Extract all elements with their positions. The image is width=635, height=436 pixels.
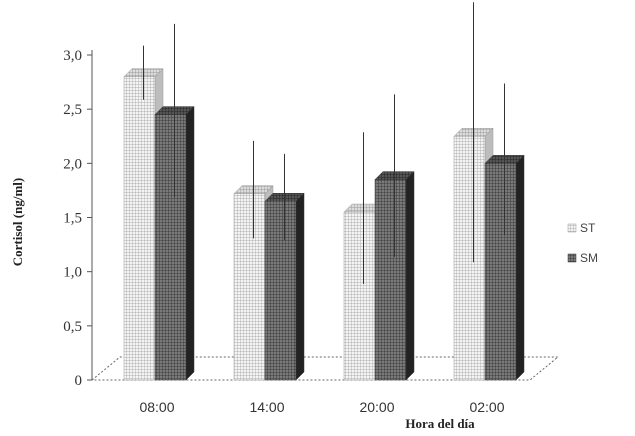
y-tick-label: 1,0 — [63, 265, 82, 281]
legend-swatch-sm — [567, 253, 577, 263]
legend-label-sm: SM — [580, 251, 598, 265]
bar-front — [343, 211, 376, 381]
x-tick-group: 08:00 14:00 20:00 02:00 — [139, 399, 504, 415]
bar-side — [405, 170, 415, 381]
bar-side — [515, 154, 525, 381]
y-tick-label: 2,5 — [63, 102, 82, 118]
y-tick-label: 3,0 — [63, 48, 82, 64]
bar-side — [185, 105, 195, 381]
y-tick-label: 0 — [75, 373, 83, 389]
y-tick-label: 0,5 — [63, 319, 82, 335]
legend: ST SM — [567, 221, 598, 265]
bar-sm-0800 — [154, 105, 195, 381]
x-tick-label: 08:00 — [139, 399, 174, 415]
bar-group — [123, 68, 525, 381]
bar-front — [233, 193, 266, 381]
x-tick-label: 02:00 — [469, 399, 504, 415]
y-tick-label: 1,5 — [63, 211, 82, 227]
bar-sm-2000 — [374, 170, 415, 381]
y-tick-label: 2,0 — [63, 156, 82, 172]
bar-sm-1400 — [264, 192, 305, 381]
y-axis-title: Cortisol (ng/ml) — [10, 178, 25, 266]
x-axis-title: Hora del día — [405, 416, 475, 431]
bar-front — [123, 76, 156, 381]
bar-sm-0200 — [484, 154, 525, 381]
x-tick-label: 14:00 — [249, 399, 284, 415]
x-tick-label: 20:00 — [359, 399, 394, 415]
bar-front — [264, 201, 297, 381]
error-bar-group — [143, 2, 505, 284]
bar-front — [154, 114, 187, 381]
bar-side — [295, 192, 305, 381]
legend-swatch-st — [567, 223, 577, 233]
legend-label-st: ST — [580, 221, 596, 235]
bar-front — [374, 179, 407, 381]
y-tick-group: 0 0,5 1,0 1,5 2,0 2,5 3,0 — [63, 48, 92, 389]
bar-front — [453, 136, 486, 381]
bar-front — [484, 163, 517, 381]
